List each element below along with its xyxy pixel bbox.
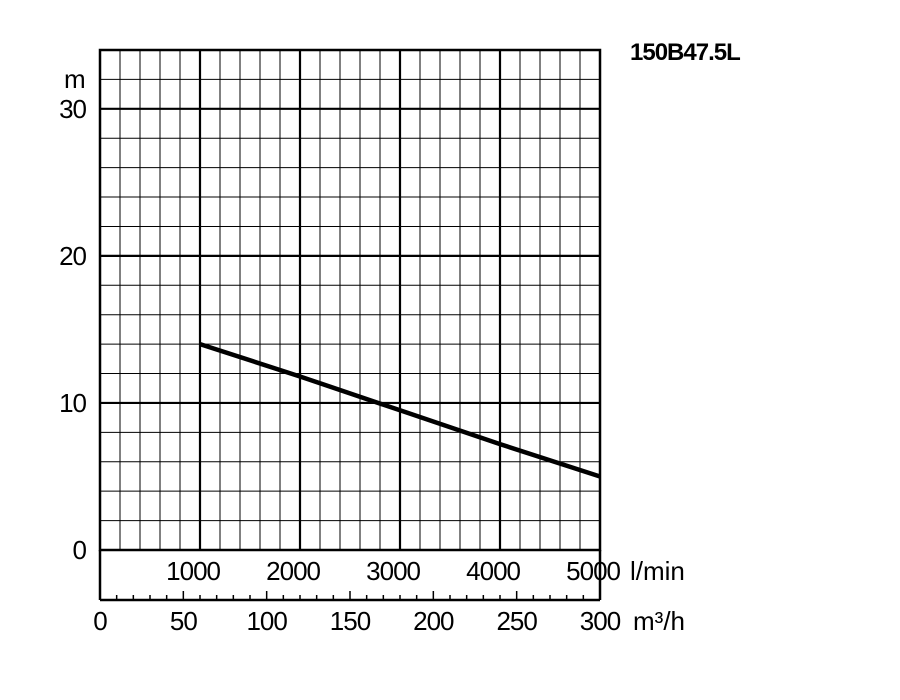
y-tick-label: 20 bbox=[59, 241, 86, 271]
x-tick-label-m3h: 100 bbox=[246, 606, 287, 636]
chart-grid bbox=[100, 49, 600, 550]
y-tick-label: 10 bbox=[59, 388, 86, 418]
plot-border bbox=[98, 48, 602, 552]
chart-series bbox=[199, 341, 601, 479]
x-tick-label-m3h: 250 bbox=[496, 606, 537, 636]
x-axis-unit-bottom: m³/h bbox=[633, 606, 685, 636]
x-tick-label-lmin: 4000 bbox=[466, 556, 520, 586]
x-axis-unit-top: l/min bbox=[630, 556, 685, 586]
chart-title: 150B47.5L bbox=[630, 39, 740, 66]
x-tick-label-m3h: 200 bbox=[413, 606, 454, 636]
x-tick-label-m3h: 0 bbox=[93, 606, 107, 636]
x-tick-label-lmin: 5000 bbox=[566, 556, 620, 586]
x-tick-label-lmin: 1000 bbox=[166, 556, 220, 586]
y-axis-unit: m bbox=[64, 64, 86, 94]
y-tick-label: 0 bbox=[73, 535, 87, 565]
performance-curve bbox=[199, 341, 601, 479]
x-tick-label-m3h: 300 bbox=[580, 606, 621, 636]
chart-frame bbox=[98, 48, 602, 602]
x-tick-label-lmin: 3000 bbox=[366, 556, 420, 586]
x-tick-label-m3h: 150 bbox=[330, 606, 371, 636]
x-tick-label-m3h: 50 bbox=[170, 606, 197, 636]
y-tick-label: 30 bbox=[59, 94, 86, 124]
x-tick-label-lmin: 2000 bbox=[266, 556, 320, 586]
